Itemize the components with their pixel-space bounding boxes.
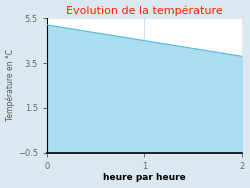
Y-axis label: Température en °C: Température en °C xyxy=(6,49,15,121)
Title: Evolution de la température: Evolution de la température xyxy=(66,6,223,16)
X-axis label: heure par heure: heure par heure xyxy=(103,174,186,182)
